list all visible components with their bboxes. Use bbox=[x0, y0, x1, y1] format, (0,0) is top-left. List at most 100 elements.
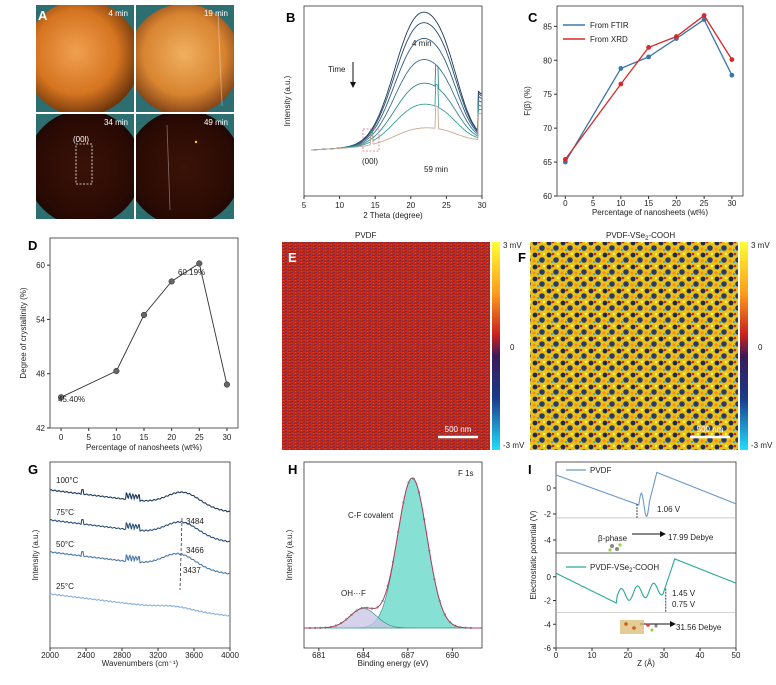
i-xtick-label: 20 bbox=[624, 651, 633, 660]
f-cbar-bottom: -3 mV bbox=[751, 441, 773, 450]
c-xtick-label: 20 bbox=[672, 199, 681, 208]
h-data-point bbox=[412, 477, 415, 480]
d-point bbox=[168, 278, 175, 285]
panel-letter-g: G bbox=[28, 462, 38, 477]
h-xtick-label: 687 bbox=[401, 651, 415, 660]
b-xtick-label: 5 bbox=[302, 201, 307, 210]
h-data-point bbox=[365, 606, 369, 609]
h-ylabel: Intensity (a.u.) bbox=[285, 529, 294, 580]
c-point bbox=[729, 72, 735, 78]
c-point bbox=[673, 34, 679, 39]
panel-letter-b: B bbox=[286, 10, 295, 25]
i-xtick-label: 0 bbox=[554, 651, 559, 660]
b-00l-box bbox=[362, 128, 380, 152]
h-data-point bbox=[397, 530, 400, 533]
panel-d: D 0 5 10 15 20 25 30 42 48 54 60 Percentage of nan… bbox=[19, 237, 239, 452]
a-time-1: 4 min bbox=[108, 9, 128, 18]
c-point bbox=[729, 57, 735, 63]
h-xtick-label: 681 bbox=[312, 651, 326, 660]
panel-letter-h: H bbox=[288, 462, 297, 477]
g-xtick-label: 2800 bbox=[113, 651, 131, 660]
a-time-4: 49 min bbox=[204, 118, 228, 127]
c-frame bbox=[556, 5, 744, 197]
h-data-point bbox=[376, 606, 379, 609]
i-xtick-label: 10 bbox=[588, 651, 597, 660]
i-xtick-label: 30 bbox=[660, 651, 669, 660]
d-xtick-label: 20 bbox=[167, 433, 176, 442]
h-data-point bbox=[417, 491, 421, 494]
d-xlabel: Percentage of nanosheets (wt%) bbox=[86, 443, 202, 452]
g-series-line bbox=[49, 593, 231, 617]
f-scale-label: 500 nm bbox=[697, 425, 724, 434]
e-title: PVDF bbox=[355, 231, 376, 240]
i-gap-2: 0.75 V bbox=[672, 600, 696, 609]
b-bottom-label: 59 min bbox=[424, 165, 448, 174]
d-point bbox=[223, 381, 230, 388]
c-xlabel: Percentage of nanosheets (wt%) bbox=[592, 208, 708, 217]
b-ylabel: Intensity (a.u.) bbox=[283, 75, 292, 126]
d-label-peak: 60.19% bbox=[178, 268, 205, 277]
h-data-point bbox=[443, 613, 447, 616]
g-label-100: 100°C bbox=[56, 476, 79, 485]
d-ytick-label: 60 bbox=[36, 261, 45, 270]
i-ytick-label-bottom: -6 bbox=[544, 644, 552, 653]
e-cbar-mid: 0 bbox=[510, 343, 515, 352]
i-dipole-arrowhead-top bbox=[660, 531, 666, 537]
g-frame bbox=[49, 461, 231, 649]
panel-e: PVDF E 500 nm 3 mV 0 -3 mV bbox=[282, 231, 525, 450]
h-data-point bbox=[391, 560, 395, 564]
i-phase: β-phase bbox=[598, 534, 628, 543]
h-data-point bbox=[339, 622, 343, 625]
i-ytick-label-top: -4 bbox=[544, 536, 552, 545]
c-point bbox=[562, 156, 568, 162]
d-xtick-label: 15 bbox=[140, 433, 149, 442]
d-series-line bbox=[60, 262, 228, 398]
d-point bbox=[140, 311, 148, 318]
h-data-point bbox=[350, 613, 353, 616]
a-00l-label: (00l) bbox=[73, 135, 89, 144]
i-ytick-label-bottom: 0 bbox=[547, 573, 552, 582]
c-xtick-label: 5 bbox=[591, 199, 596, 208]
h-data-point bbox=[314, 626, 317, 630]
panel-letter-c: C bbox=[528, 10, 538, 25]
c-point bbox=[701, 13, 707, 18]
panel-letter-e: E bbox=[288, 250, 297, 265]
g-xtick-label: 4000 bbox=[221, 651, 239, 660]
e-cbar-bottom: -3 mV bbox=[503, 441, 525, 450]
h-data-point bbox=[459, 626, 462, 629]
i-dipole-bottom: 31.56 Debye bbox=[676, 623, 722, 632]
c-point bbox=[646, 54, 652, 60]
panel-h: H 681 684 687 690 F 1s C-F covalent OH···F … bbox=[285, 461, 483, 668]
c-ytick-label: 65 bbox=[543, 158, 552, 167]
g-peak-3484: 3484 bbox=[186, 517, 204, 526]
a-time-3: 34 min bbox=[104, 118, 128, 127]
d-point bbox=[113, 367, 120, 375]
i-dipole-top: 17.99 Debye bbox=[668, 533, 714, 542]
c-xtick-label: 15 bbox=[644, 199, 653, 208]
i-molecule-top bbox=[608, 543, 622, 552]
i-xtick-label: 50 bbox=[732, 651, 741, 660]
h-data-point bbox=[329, 625, 332, 629]
f-kpfm-map bbox=[530, 242, 738, 450]
g-xlabel: Wavenumbers (cm⁻¹) bbox=[102, 659, 179, 668]
d-ytick-label: 48 bbox=[36, 370, 45, 379]
d-xtick-label: 25 bbox=[195, 433, 204, 442]
i-ylabel: Electrostatic potential (V) bbox=[529, 510, 538, 599]
d-point bbox=[196, 260, 203, 267]
f-cbar-top: 3 mV bbox=[751, 241, 770, 250]
g-xtick-label: 2400 bbox=[77, 651, 95, 660]
b-xtick-label: 10 bbox=[335, 201, 344, 210]
panel-i: I 0 10 20 30 40 50 0 -2 -4 0 -2 -4 -6 PVDF 1.06 V β-… bbox=[528, 461, 741, 668]
h-data-point bbox=[433, 578, 436, 581]
panel-b: B 5 10 15 20 25 30 2 Theta (degree) Intensity… bbox=[283, 5, 487, 220]
panel-g: G 2000 2400 2800 3200 3600 4000 100°C 75°C 50… bbox=[28, 461, 239, 668]
i-pvdf-line bbox=[555, 471, 737, 518]
e-scale-label: 500 nm bbox=[445, 425, 472, 434]
h-data-point bbox=[449, 621, 452, 624]
h-xtick-label: 684 bbox=[357, 651, 371, 660]
b-xtick-label: 25 bbox=[442, 201, 451, 210]
h-data-point bbox=[371, 607, 374, 610]
i-gap-1: 1.45 V bbox=[672, 589, 696, 598]
e-kpfm-map bbox=[282, 242, 490, 450]
